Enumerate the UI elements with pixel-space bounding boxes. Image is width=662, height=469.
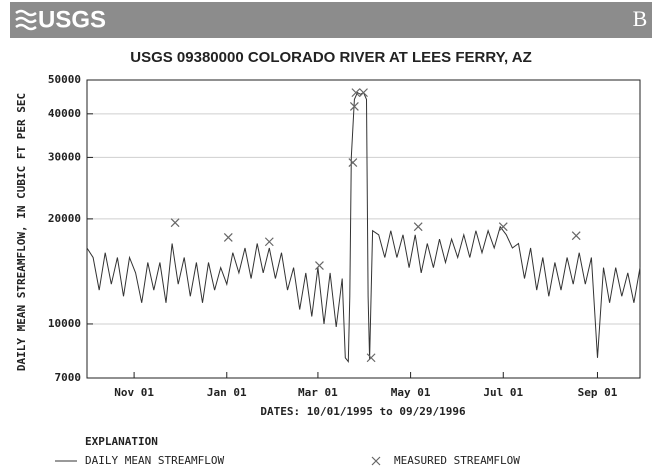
plot-frame (86, 79, 641, 379)
measured-point (264, 237, 274, 247)
y-tick-label: 20000 (48, 212, 81, 225)
measured-point (359, 88, 368, 98)
measured-point (366, 353, 376, 363)
y-tick-label: 7000 (55, 371, 82, 384)
logo-text: USGS (38, 6, 106, 33)
x-tick-label: Mar 01 (298, 386, 338, 399)
panel-letter: B (633, 6, 648, 31)
measured-point (498, 222, 508, 232)
legend-title: EXPLANATION (85, 435, 158, 448)
chart-title: USGS 09380000 COLORADO RIVER AT LEES FER… (130, 49, 531, 66)
measured-point (223, 232, 233, 242)
x-tick-label: May 01 (391, 386, 431, 399)
x-tick-label: Jan 01 (207, 386, 247, 399)
measured-point (348, 158, 358, 167)
y-axis-label: DAILY MEAN STREAMFLOW, IN CUBIC FT PER S… (15, 93, 28, 371)
x-tick-label: Nov 01 (114, 386, 154, 399)
x-tick-label: Jul 01 (483, 386, 523, 399)
x-axis-label: DATES: 10/01/1995 to 09/29/1996 (260, 405, 466, 418)
measured-point (571, 231, 581, 241)
flow-line (86, 91, 641, 363)
y-tick-label: 10000 (48, 317, 81, 330)
legend-marker (371, 456, 381, 466)
measured-point (315, 261, 324, 270)
legend-label: MEASURED STREAMFLOW (394, 454, 520, 467)
measured-point (170, 218, 180, 228)
measured-point (413, 222, 423, 232)
measured-point (349, 102, 359, 111)
logo-waves (15, 9, 37, 31)
y-tick-label: 30000 (48, 150, 81, 163)
y-tick-label: 50000 (48, 73, 81, 86)
x-tick-label: Sep 01 (578, 386, 618, 399)
header-bar (10, 2, 652, 38)
measured-point (351, 88, 361, 98)
y-tick-label: 40000 (48, 107, 81, 120)
legend-label: DAILY MEAN STREAMFLOW (85, 454, 224, 467)
